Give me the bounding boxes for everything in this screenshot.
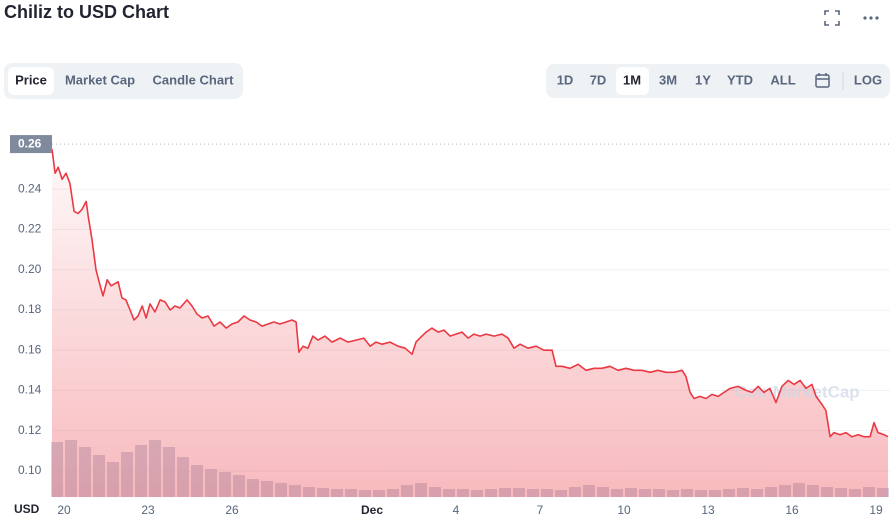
tab-active-bg: [8, 67, 54, 95]
range-button[interactable]: YTD: [727, 72, 753, 87]
y-tick-label: 0.10: [18, 463, 42, 477]
x-tick-label: 13: [701, 503, 715, 517]
more-icon[interactable]: [863, 16, 879, 20]
tab-group: [4, 63, 243, 99]
max-label: 0.26: [18, 136, 42, 150]
y-tick-label: 0.16: [18, 342, 42, 356]
range-button[interactable]: 1M: [623, 72, 641, 87]
range-button[interactable]: 1D: [557, 72, 574, 87]
y-tick-label: 0.24: [18, 181, 42, 195]
range-button[interactable]: 3M: [659, 72, 677, 87]
x-tick-label: 23: [141, 503, 155, 517]
max-label-bg: [10, 135, 52, 154]
x-tick-label: Dec: [361, 503, 383, 517]
y-tick-label: 0.20: [18, 262, 42, 276]
y-unit: USD: [14, 502, 40, 516]
x-tick-label: 16: [785, 503, 799, 517]
price-area: [52, 149, 889, 497]
x-tick-label: 10: [617, 503, 631, 517]
x-tick-label: 19: [869, 503, 883, 517]
watermark: CoinMarketCap: [735, 382, 860, 401]
x-tick-label: 20: [57, 503, 71, 517]
log-button[interactable]: LOG: [854, 72, 882, 87]
calendar-icon[interactable]: [815, 73, 830, 88]
y-tick-label: 0.18: [18, 302, 42, 316]
price-line: [51, 148, 889, 438]
range-button[interactable]: ALL: [770, 72, 795, 87]
fullscreen-icon[interactable]: [824, 10, 840, 26]
tab[interactable]: Candle Chart: [153, 72, 235, 87]
x-tick-label: 4: [453, 503, 460, 517]
range-active-bg: [616, 67, 649, 95]
range-button[interactable]: 1Y: [695, 72, 711, 87]
x-tick-label: 26: [225, 503, 239, 517]
tab[interactable]: Price: [15, 72, 47, 87]
range-button[interactable]: 7D: [590, 72, 607, 87]
tab[interactable]: Market Cap: [65, 72, 135, 87]
x-tick-label: 7: [537, 503, 544, 517]
y-tick-label: 0.14: [18, 383, 42, 397]
y-tick-label: 0.22: [18, 222, 42, 236]
chart-title: Chiliz to USD Chart: [4, 2, 169, 22]
y-tick-label: 0.12: [18, 423, 42, 437]
